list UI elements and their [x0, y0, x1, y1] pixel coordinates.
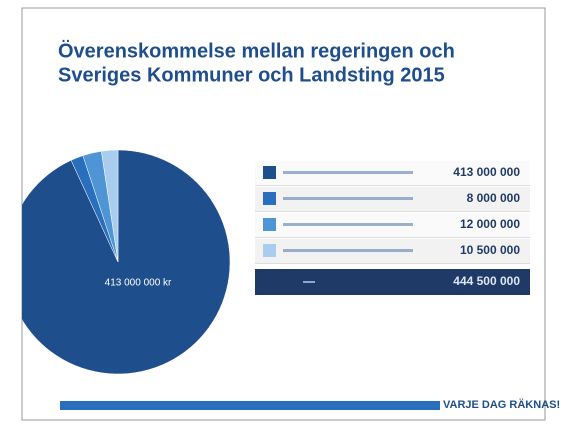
pie-slice [101, 149, 119, 263]
footer-bar [60, 401, 440, 410]
row-value: 12 000 000 [460, 217, 520, 231]
legend-swatch [263, 192, 276, 205]
footer-text: VARJE DAG RÄKNAS! [443, 398, 560, 411]
slice-label: 413 000 000 kr [105, 278, 172, 289]
total-value: 444 500 000 [453, 274, 520, 288]
total-row [255, 269, 530, 295]
row-label-blur [283, 249, 413, 252]
row-value: 413 000 000 [453, 165, 520, 179]
title-line: Sveriges Kommuner och Landsting 2015 [58, 64, 445, 86]
legend-table: 413 000 000 8 000 000 12 000 000 10 500 000… [255, 161, 530, 295]
legend-swatch [263, 166, 276, 179]
total-label-blur [303, 281, 315, 283]
pie-slice [22, 149, 231, 375]
row-value: 10 500 000 [460, 243, 520, 257]
row-value: 8 000 000 [467, 191, 521, 205]
legend-swatch [263, 218, 276, 231]
title-line: Överenskommelse mellan regeringen och [58, 39, 455, 62]
legend-swatch [263, 244, 276, 257]
row-label-blur [283, 197, 413, 200]
row-label-blur [283, 171, 413, 174]
row-label-blur [283, 223, 413, 226]
pie [22, 149, 231, 375]
